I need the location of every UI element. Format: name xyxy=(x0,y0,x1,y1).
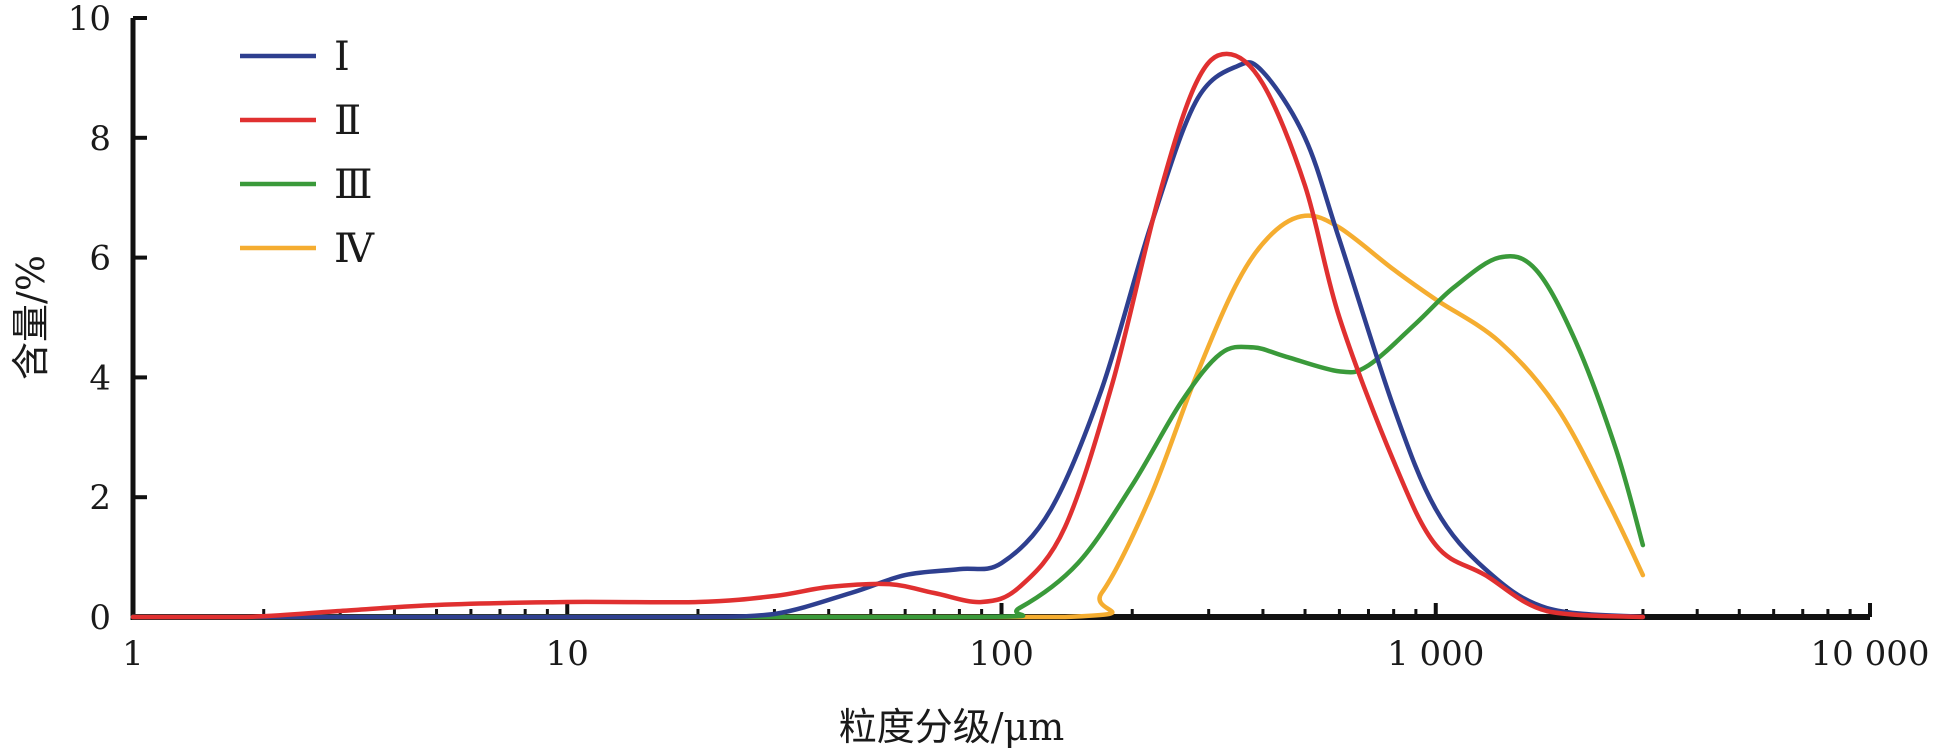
series-line-1 xyxy=(130,60,1646,620)
y-tick-label: 8 xyxy=(89,119,111,159)
y-tick-label: 4 xyxy=(89,358,111,398)
legend-label: Ⅰ xyxy=(334,34,350,80)
series-line-3 xyxy=(130,253,1646,620)
x-tick-label: 100 xyxy=(969,634,1034,674)
series-line-4 xyxy=(130,213,1646,620)
x-ticks: 1 10 100 1 000 10 000 xyxy=(122,603,1929,674)
x-axis-title: 粒度分级/μm xyxy=(839,705,1065,749)
series-lines xyxy=(130,51,1646,620)
y-axis-title: 含量/% xyxy=(9,255,53,380)
legend-label: Ⅳ xyxy=(334,226,375,272)
y-ticks: 0 2 4 6 8 10 xyxy=(68,0,147,638)
x-tick-label: 10 xyxy=(546,634,589,674)
x-tick-label: 10 000 xyxy=(1811,634,1930,674)
legend: Ⅰ Ⅱ Ⅲ Ⅳ xyxy=(240,34,375,272)
x-tick-label: 1 000 xyxy=(1387,634,1484,674)
legend-label: Ⅱ xyxy=(334,98,361,144)
y-tick-label: 6 xyxy=(89,239,111,279)
axes xyxy=(130,18,1870,620)
y-tick-label: 10 xyxy=(68,0,111,39)
series-line-2 xyxy=(130,51,1646,620)
y-tick-label: 2 xyxy=(89,478,111,518)
x-tick-label: 1 xyxy=(122,634,144,674)
y-tick-label: 0 xyxy=(89,598,111,638)
legend-label: Ⅲ xyxy=(334,162,373,208)
